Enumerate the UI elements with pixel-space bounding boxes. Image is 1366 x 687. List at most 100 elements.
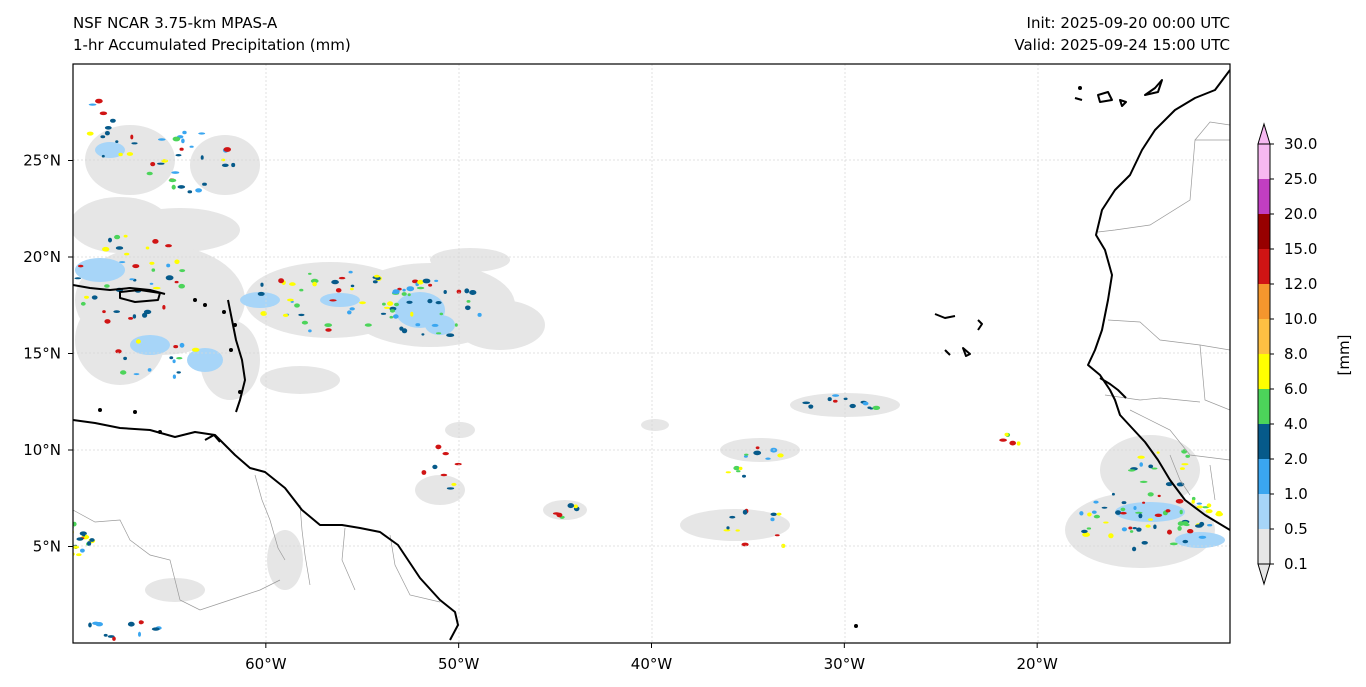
precip-cell xyxy=(1205,509,1213,514)
precip-cell xyxy=(129,278,135,281)
precip-cell xyxy=(765,457,771,460)
precip-cell xyxy=(1177,526,1182,531)
precip-cell xyxy=(157,162,165,165)
precip-cell xyxy=(477,312,482,317)
precip-cell xyxy=(1108,533,1114,539)
precip-cell xyxy=(80,548,85,553)
canary-2 xyxy=(1097,91,1113,103)
precip-cell xyxy=(120,370,127,375)
precip-cell xyxy=(158,138,166,141)
precip-cell xyxy=(736,470,741,473)
precip-cell xyxy=(729,515,736,519)
precip-cell xyxy=(1081,529,1088,534)
precip-cell xyxy=(123,234,128,238)
colorbar-level-label: 0.5 xyxy=(1284,520,1308,538)
precip-cell xyxy=(862,401,869,406)
precip-cell xyxy=(179,147,184,151)
colorbar-bin xyxy=(1258,354,1270,389)
lon-tick-label: 40°W xyxy=(631,655,673,673)
precip-cell xyxy=(131,142,138,145)
colorbar-level-label: 15.0 xyxy=(1284,240,1317,258)
lon-tick-label: 50°W xyxy=(438,655,480,673)
colorbar-level-label: 8.0 xyxy=(1284,345,1308,363)
precip-cell xyxy=(80,301,86,306)
precip-cell xyxy=(73,552,75,556)
precip-cell xyxy=(1103,521,1109,524)
trinidad xyxy=(204,434,221,443)
precip-cell xyxy=(364,323,372,327)
precip-cell xyxy=(436,332,442,335)
precip-cell xyxy=(435,301,442,305)
precip-cell xyxy=(138,620,144,625)
precip-cell xyxy=(432,464,438,470)
precip-cell xyxy=(347,310,352,315)
precip-cell xyxy=(446,333,455,338)
precip-cell xyxy=(770,512,777,516)
lon-tick-label: 60°W xyxy=(245,655,287,673)
precip-cell xyxy=(127,621,135,627)
precip-cell xyxy=(446,487,455,490)
precip-cell xyxy=(389,315,394,319)
precip-cell xyxy=(427,298,433,304)
colorbar-level-label: 30.0 xyxy=(1284,135,1317,153)
precip-cell xyxy=(108,237,112,243)
precip-cell xyxy=(142,312,148,318)
precip-cell xyxy=(130,134,134,140)
precip-cell xyxy=(350,284,355,288)
precip-cell xyxy=(132,314,137,319)
precip-cell xyxy=(456,289,462,294)
colorbar-min-extension xyxy=(1257,563,1271,586)
precip-cell xyxy=(1121,501,1127,505)
precip-cell xyxy=(112,636,116,641)
precip-cell xyxy=(84,295,89,299)
precip-cell xyxy=(350,287,354,291)
precip-cell xyxy=(1179,467,1185,470)
precip-cell xyxy=(1091,510,1097,514)
precip-cell xyxy=(1191,496,1196,501)
precip-cell xyxy=(742,474,746,478)
precip-cell xyxy=(1153,524,1157,530)
precip-cell xyxy=(76,553,82,557)
precip-cell xyxy=(143,309,152,315)
colorbar-bin xyxy=(1258,389,1270,424)
precip-cell xyxy=(777,453,784,458)
precip-cell xyxy=(338,276,346,280)
precip-heavier-cells xyxy=(73,98,1224,641)
precip-cell xyxy=(387,301,394,306)
precip-cell xyxy=(162,305,166,310)
precip-cell xyxy=(308,272,312,275)
precip-cell xyxy=(1167,529,1172,535)
precip-cell xyxy=(742,509,748,515)
precip-cell xyxy=(118,152,123,157)
precip-cell xyxy=(149,282,154,285)
precip-cell xyxy=(287,298,294,302)
hispaniola xyxy=(73,284,166,295)
precip-cell xyxy=(1009,440,1016,446)
colorbar-bin xyxy=(1258,144,1270,179)
precip-cell xyxy=(410,311,414,317)
precip-cell xyxy=(1165,482,1173,487)
precip-cell xyxy=(1137,455,1145,459)
precip-cell xyxy=(733,465,740,471)
precip-cell xyxy=(99,111,108,116)
colorbar-bin xyxy=(1258,494,1270,529)
precip-cell xyxy=(464,288,470,294)
precip-cell xyxy=(88,103,97,106)
colorbar-bin xyxy=(1258,319,1270,354)
south-america-coast xyxy=(73,419,459,641)
map-area xyxy=(73,64,1230,643)
precip-cell xyxy=(359,301,366,305)
cape-verde-2 xyxy=(977,319,983,331)
colorbar-level-label: 6.0 xyxy=(1284,380,1308,398)
precip-cell xyxy=(1154,513,1163,517)
precip-cell xyxy=(171,184,176,190)
precip-cell xyxy=(1196,505,1203,509)
precip-cell xyxy=(168,178,177,183)
precip-cell xyxy=(189,145,194,148)
colorbar-bin xyxy=(1258,529,1270,564)
lon-tick-label: 30°W xyxy=(824,655,866,673)
precip-cell xyxy=(331,279,339,285)
precip-cell xyxy=(392,314,399,319)
precip-cell xyxy=(161,159,169,163)
precip-cell xyxy=(1115,510,1122,515)
